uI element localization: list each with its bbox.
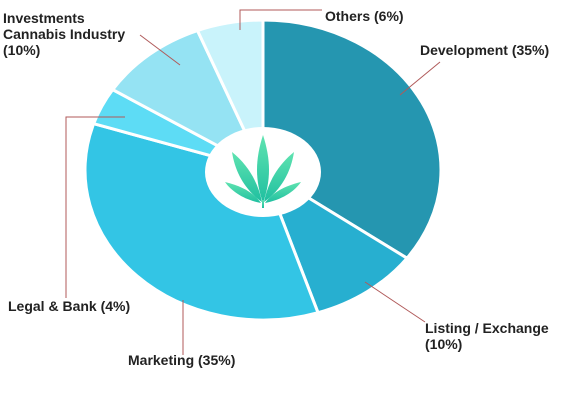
leader-lines: [65, 9, 441, 355]
pie-slice: [261, 18, 443, 261]
slice-label: Others (6%): [325, 8, 404, 24]
value-label: (10%): [425, 336, 463, 352]
category-label: Marketing: [128, 352, 195, 368]
value-label: (6%): [374, 8, 404, 24]
value-label: (35%): [198, 352, 236, 368]
category-label: Legal & Bank: [8, 298, 97, 314]
value-label: (10%): [3, 42, 41, 58]
slice-label: Listing / Exchange (10%): [425, 320, 575, 352]
category-label: Others: [325, 8, 371, 24]
category-label: Investments Cannabis Industry: [3, 10, 126, 42]
leaf-icon: [225, 135, 301, 208]
value-label: (4%): [100, 298, 131, 314]
slice-label: Legal & Bank (4%): [8, 298, 130, 314]
slice-label: Development (35%): [420, 42, 549, 58]
pie-slice: [110, 28, 267, 174]
value-label: (35%): [511, 42, 550, 58]
category-label: Listing / Exchange: [425, 320, 549, 336]
slice-label: Investments Cannabis Industry (10%): [3, 10, 143, 58]
category-label: Development: [420, 42, 508, 58]
slice-label: Marketing (35%): [128, 352, 235, 368]
